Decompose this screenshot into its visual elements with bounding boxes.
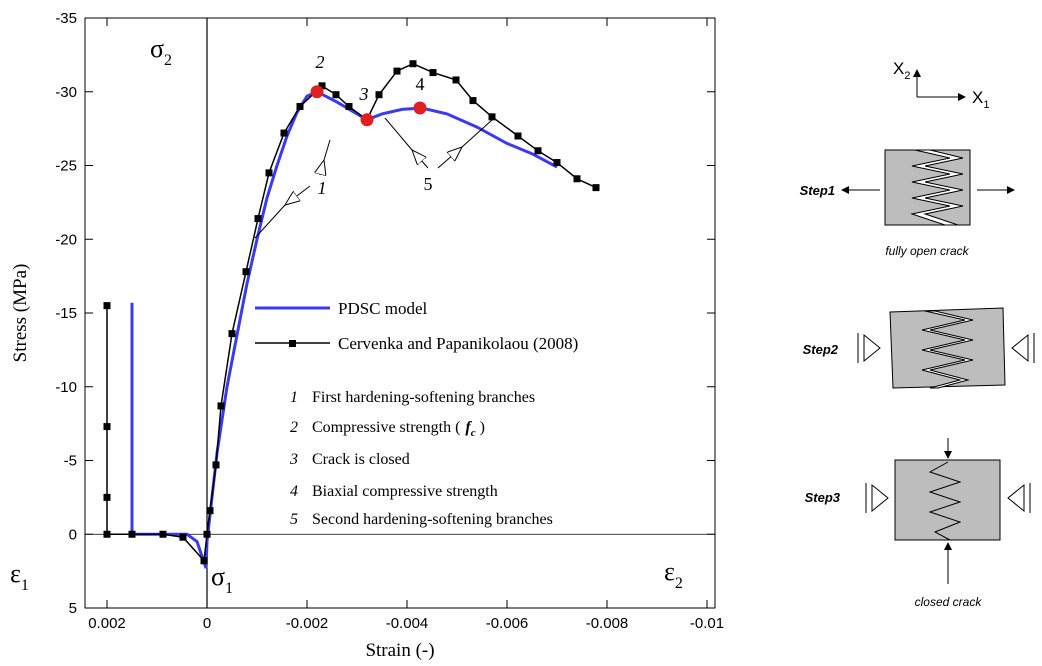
data-point xyxy=(393,67,401,75)
data-point xyxy=(452,76,460,84)
specimen xyxy=(889,307,1006,389)
step-label: Step2 xyxy=(803,342,839,357)
data-point xyxy=(265,169,273,177)
data-point xyxy=(488,113,496,121)
data-point xyxy=(254,215,262,223)
support xyxy=(1007,483,1031,513)
data-point xyxy=(375,91,383,99)
data-point xyxy=(200,557,208,565)
x-tick-label: -0.002 xyxy=(286,615,329,632)
axis-label: X1 xyxy=(972,88,989,111)
data-point xyxy=(212,461,220,469)
note-number: 1 xyxy=(290,389,298,406)
diagram: X2 X1 Step1 fully open crack Step2 Step3… xyxy=(800,59,1035,609)
data-point xyxy=(103,423,111,431)
x-tick-label: -0.01 xyxy=(690,615,724,632)
y-tick-label: -30 xyxy=(55,84,77,101)
crack xyxy=(921,310,974,389)
specimen xyxy=(894,459,1001,541)
data-point xyxy=(103,302,111,310)
data-point xyxy=(469,97,477,105)
legend-label: Cervenka and Papanikolaou (2008) xyxy=(338,334,578,353)
x-tick-label: -0.006 xyxy=(486,615,529,632)
y-tick-label: -20 xyxy=(55,231,77,248)
data-point xyxy=(514,132,522,140)
data-point xyxy=(553,159,561,167)
annotation: 2 xyxy=(316,52,325,72)
annotation: 5 xyxy=(424,174,433,194)
note-number: 4 xyxy=(290,483,298,500)
annotation: 1 xyxy=(318,178,327,198)
note-text: Biaxial compressive strength xyxy=(312,483,498,500)
data-point xyxy=(318,82,326,90)
data-point xyxy=(179,533,187,541)
note-text: First hardening-softening branches xyxy=(312,389,535,406)
y-tick-label: -10 xyxy=(55,379,77,396)
notes: 1 First hardening-softening branches 2 C… xyxy=(289,389,553,528)
note-text: Second hardening-softening branches xyxy=(312,511,553,528)
support xyxy=(1011,333,1035,363)
support xyxy=(865,483,889,513)
x-tick-label: -0.008 xyxy=(586,615,629,632)
data-point xyxy=(103,493,111,501)
note-number: 2 xyxy=(290,419,298,436)
data-point xyxy=(103,530,111,538)
legend-marker xyxy=(289,340,296,347)
data-point xyxy=(409,60,417,68)
data-point xyxy=(345,103,353,110)
data-point xyxy=(128,530,136,538)
data-point xyxy=(159,530,167,538)
axis-symbol: σ1 xyxy=(211,562,233,597)
note-number: 5 xyxy=(290,511,298,528)
data-point xyxy=(332,91,340,99)
key-point xyxy=(360,113,374,127)
axis-symbol: ε1 xyxy=(10,559,29,594)
plot: -35 -30 -25 -20 -15 -10 -5 0 5 0.002 0 -0.002 -0.004… xyxy=(55,10,724,632)
annotation-arrows xyxy=(254,117,493,239)
y-tick-label: 5 xyxy=(69,600,77,617)
note-number: 3 xyxy=(289,451,298,468)
key-point xyxy=(310,85,324,99)
data-point xyxy=(280,129,288,137)
annotation: 4 xyxy=(416,74,425,94)
axis-symbol: ε2 xyxy=(664,557,683,592)
legend: PDSC model Cervenka and Papanikolaou (20… xyxy=(255,299,578,353)
x-tick-label: 0.002 xyxy=(88,615,126,632)
data-point xyxy=(429,69,437,77)
data-point xyxy=(242,268,250,276)
x-tick-label: 0 xyxy=(203,615,211,632)
y-tick-label: -15 xyxy=(55,305,77,322)
legend-label: PDSC model xyxy=(338,299,428,318)
note-text: Compressive strength (fc) xyxy=(312,419,485,439)
note-text: Crack is closed xyxy=(312,451,410,468)
crack xyxy=(928,461,962,541)
axis-label: X2 xyxy=(893,59,910,82)
series-line xyxy=(106,62,597,563)
y-tick-label: -5 xyxy=(64,453,77,470)
data-point xyxy=(573,175,581,183)
key-point xyxy=(413,101,427,115)
y-tick-label: 0 xyxy=(69,526,77,543)
y-tick-label: -35 xyxy=(55,10,77,27)
data-point xyxy=(217,402,225,410)
data-point xyxy=(203,530,211,538)
x-tick-label: -0.004 xyxy=(386,615,429,632)
data-point xyxy=(534,147,542,155)
y-axis-title: Stress (MPa) xyxy=(10,264,31,363)
y-tick-label: -25 xyxy=(55,158,77,175)
axis-symbol: σ2 xyxy=(150,34,172,69)
data-point xyxy=(228,330,236,338)
annotation: 3 xyxy=(359,84,369,104)
support xyxy=(857,333,881,363)
x-axis-title: Strain (-) xyxy=(365,640,434,661)
step-label: Step3 xyxy=(805,490,841,505)
data-point xyxy=(296,103,304,110)
step-label: Step1 xyxy=(800,183,835,198)
data-point xyxy=(206,507,214,515)
crack xyxy=(910,149,964,226)
data-point xyxy=(592,184,600,192)
step-caption: fully open crack xyxy=(885,244,969,258)
step-caption: closed crack xyxy=(915,595,983,609)
